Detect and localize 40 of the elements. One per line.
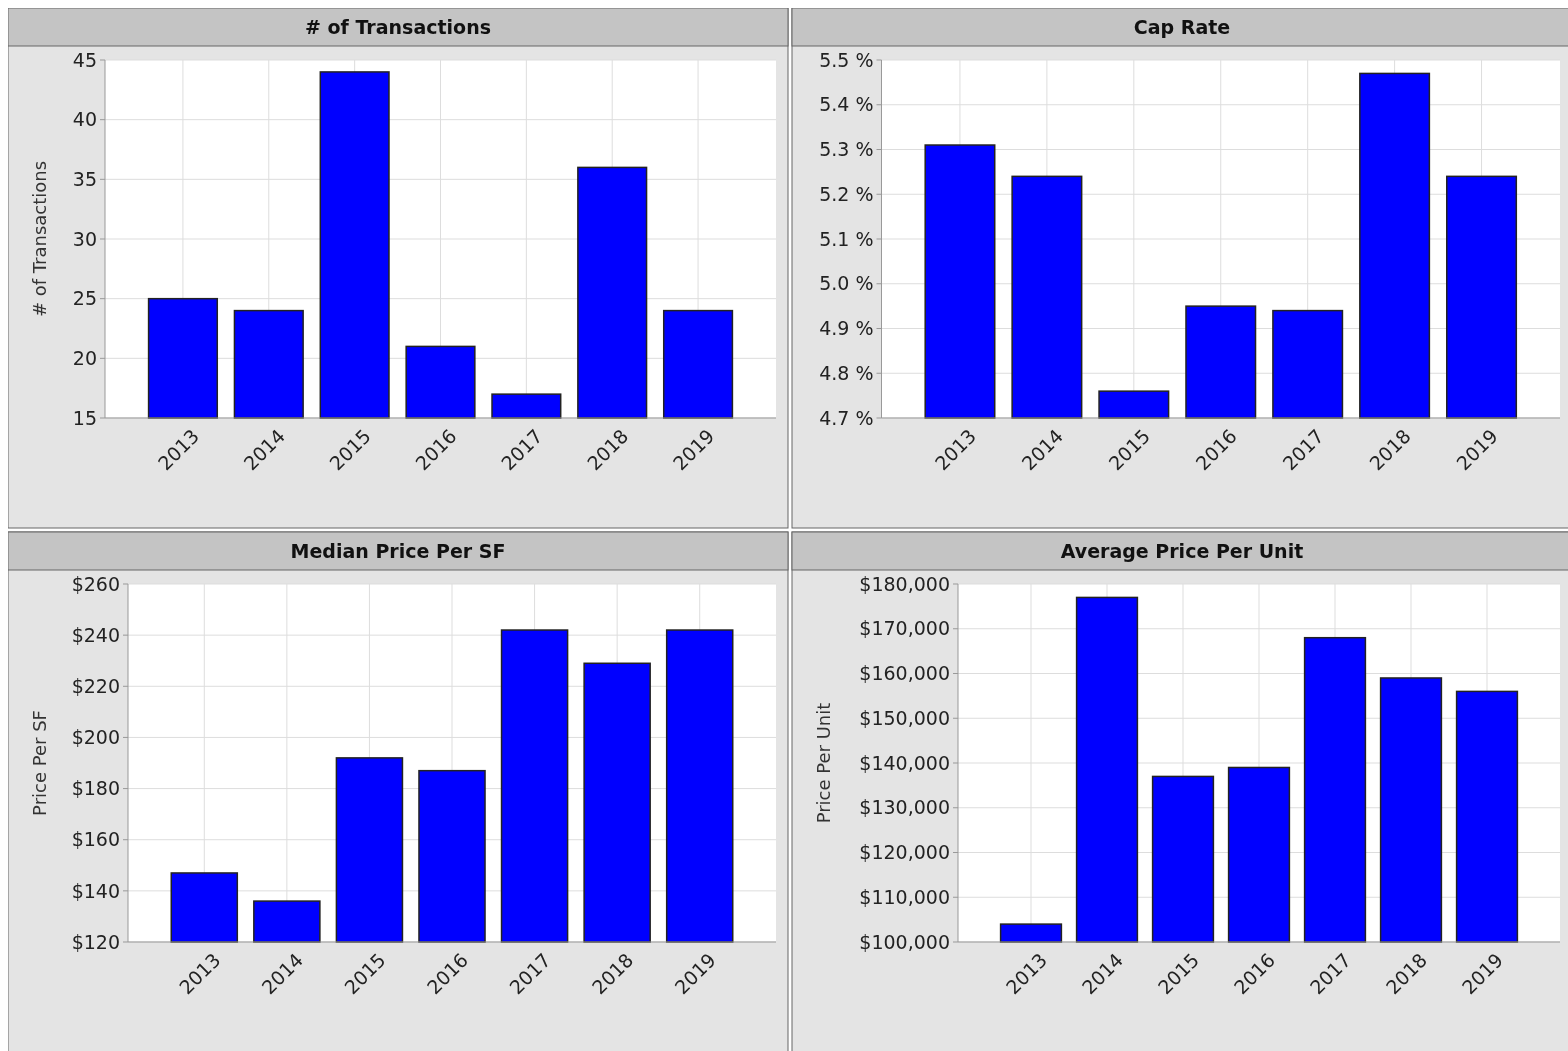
y-tick-label: $160	[71, 828, 120, 851]
y-tick-label: $110,000	[859, 885, 950, 908]
y-tick-label: $120,000	[859, 841, 950, 864]
y-tick-label: 30	[72, 227, 97, 250]
y-tick-label: $220	[71, 674, 120, 697]
y-tick-label: $180,000	[859, 572, 950, 595]
y-tick-label: 35	[72, 167, 97, 190]
y-tick-label: $120	[71, 930, 120, 953]
y-tick-label: $240	[71, 623, 120, 646]
chart-title: Cap Rate	[1133, 16, 1231, 38]
y-tick-label: $160,000	[859, 662, 950, 685]
y-axis-title: Price Per SF	[29, 710, 50, 816]
y-tick-label: $140	[71, 879, 120, 902]
chart-title: Average Price Per Unit	[1060, 540, 1304, 562]
y-tick-label: $200	[71, 726, 120, 749]
y-tick-label: 4.9 %	[819, 317, 874, 340]
y-tick-label: 4.8 %	[819, 361, 874, 384]
y-tick-label: 40	[72, 108, 97, 131]
y-tick-label: $140,000	[859, 751, 950, 774]
y-tick-label: 5.0 %	[819, 272, 874, 295]
y-tick-label: 15	[72, 406, 97, 429]
y-tick-label: $170,000	[859, 617, 950, 640]
y-tick-label: $260	[71, 572, 120, 595]
y-tick-label: 25	[72, 287, 97, 310]
y-tick-label: 5.3 %	[819, 138, 874, 161]
y-tick-label: 20	[72, 346, 97, 369]
y-tick-label: $130,000	[859, 796, 950, 819]
y-tick-label: 5.2 %	[819, 182, 874, 205]
y-tick-label: 4.7 %	[819, 406, 874, 429]
y-tick-label: $150,000	[859, 706, 950, 729]
y-axis-title: # of Transactions	[29, 160, 50, 318]
y-tick-label: 45	[72, 48, 97, 71]
y-tick-label: 5.4 %	[819, 93, 874, 116]
y-tick-label: 5.5 %	[819, 48, 874, 71]
y-axis-title: Price Per Unit	[813, 702, 834, 824]
y-tick-label: $180	[71, 777, 120, 800]
chart-title: # of Transactions	[305, 16, 491, 38]
chart-title: Median Price Per SF	[290, 540, 506, 562]
y-tick-label: 5.1 %	[819, 227, 874, 250]
y-tick-label: $100,000	[859, 930, 950, 953]
